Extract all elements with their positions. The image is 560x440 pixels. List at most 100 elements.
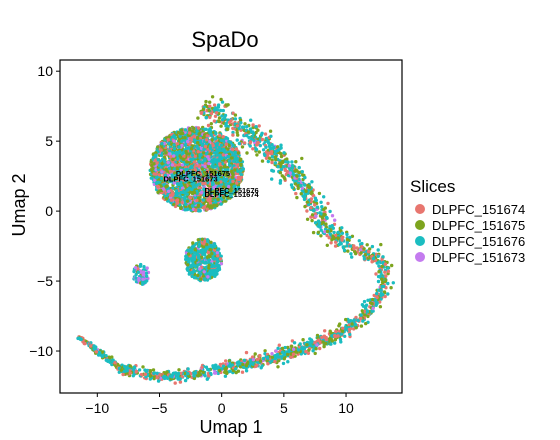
- scatter-point: [289, 355, 293, 359]
- scatter-point: [305, 217, 310, 221]
- scatter-point: [202, 191, 207, 195]
- scatter-point: [134, 272, 138, 277]
- scatter-point: [327, 337, 331, 341]
- scatter-point: [321, 220, 325, 225]
- scatter-point: [261, 148, 266, 152]
- scatter-point: [231, 172, 235, 177]
- scatter-point: [322, 212, 326, 217]
- scatter-point: [235, 138, 239, 142]
- x-axis: −10 −5 0 5 10: [85, 393, 354, 416]
- scatter-point: [203, 164, 207, 169]
- scatter-point: [154, 176, 159, 180]
- scatter-point: [202, 270, 206, 274]
- scatter-point: [290, 339, 295, 343]
- scatter-point: [194, 208, 198, 212]
- scatter-point: [209, 152, 213, 156]
- scatter-point: [204, 99, 208, 104]
- scatter-point: [245, 151, 249, 155]
- legend-label: DLPFC_151676: [432, 234, 525, 249]
- scatter-point: [336, 236, 340, 240]
- scatter-point: [164, 197, 169, 201]
- scatter-point: [213, 165, 217, 169]
- scatter-point: [197, 159, 201, 164]
- scatter-point: [213, 137, 218, 141]
- scatter-point: [186, 252, 191, 256]
- scatter-point: [218, 173, 222, 177]
- scatter-point: [212, 119, 217, 123]
- scatter-point: [163, 376, 167, 381]
- scatter-point: [167, 166, 172, 170]
- scatter-point: [186, 266, 190, 270]
- scatter-point: [267, 151, 271, 155]
- scatter-point: [177, 162, 182, 167]
- scatter-point: [216, 181, 220, 185]
- scatter-point: [169, 198, 174, 202]
- scatter-point: [255, 363, 259, 368]
- scatter-point: [217, 116, 222, 120]
- scatter-point: [366, 314, 370, 319]
- scatter-point: [142, 265, 146, 269]
- scatter-point: [215, 203, 219, 207]
- scatter-point: [197, 256, 201, 260]
- scatter-point: [265, 355, 270, 359]
- scatter-point: [128, 364, 132, 368]
- scatter-point: [210, 170, 215, 174]
- scatter-point: [354, 252, 358, 256]
- scatter-point: [213, 106, 218, 110]
- scatter-point: [212, 160, 217, 164]
- scatter-point: [160, 142, 164, 146]
- scatter-point: [159, 184, 163, 188]
- scatter-point: [199, 139, 203, 143]
- scatter-point: [274, 349, 278, 353]
- scatter-point: [139, 372, 144, 377]
- scatter-point: [243, 122, 247, 126]
- scatter-point: [202, 205, 206, 210]
- scatter-point: [386, 266, 390, 270]
- scatter-point: [360, 309, 364, 313]
- scatter-point: [218, 362, 223, 367]
- scatter-point: [361, 319, 365, 323]
- scatter-point: [162, 155, 167, 159]
- scatter-point: [340, 226, 344, 230]
- scatter-point: [177, 377, 182, 381]
- scatter-point: [277, 147, 281, 151]
- scatter-point: [339, 332, 344, 336]
- scatter-point: [193, 138, 197, 143]
- x-tick-label: −5: [152, 400, 168, 416]
- scatter-point: [365, 309, 370, 314]
- scatter-point: [323, 230, 327, 234]
- scatter-point: [227, 139, 231, 144]
- scatter-point: [384, 274, 388, 278]
- scatter-point: [379, 242, 383, 247]
- scatter-point: [313, 351, 317, 356]
- scatter-point: [205, 134, 209, 138]
- scatter-point: [212, 185, 216, 190]
- scatter-point: [363, 313, 367, 317]
- scatter-point: [180, 375, 184, 379]
- scatter-point: [319, 200, 323, 204]
- scatter-point: [182, 176, 186, 181]
- scatter-point: [175, 166, 179, 170]
- scatter-point: [301, 338, 305, 342]
- scatter-point: [360, 245, 364, 249]
- scatter-point: [311, 230, 316, 235]
- scatter-point: [140, 281, 145, 285]
- scatter-point: [185, 199, 190, 203]
- scatter-point: [348, 244, 353, 248]
- scatter-point: [213, 244, 217, 248]
- scatter-point: [313, 341, 317, 345]
- scatter-point: [174, 173, 178, 178]
- scatter-point: [350, 255, 354, 259]
- scatter-point: [338, 322, 342, 326]
- scatter-point: [308, 337, 312, 341]
- scatter-point: [279, 143, 283, 147]
- scatter-point: [208, 195, 212, 199]
- scatter-point: [163, 173, 168, 178]
- scatter-point: [209, 122, 213, 126]
- scatter-point: [375, 291, 379, 296]
- scatter-point: [339, 242, 343, 246]
- scatter-point: [324, 337, 329, 342]
- scatter-point: [270, 155, 274, 159]
- scatter-point: [183, 128, 188, 132]
- scatter-point: [134, 276, 138, 280]
